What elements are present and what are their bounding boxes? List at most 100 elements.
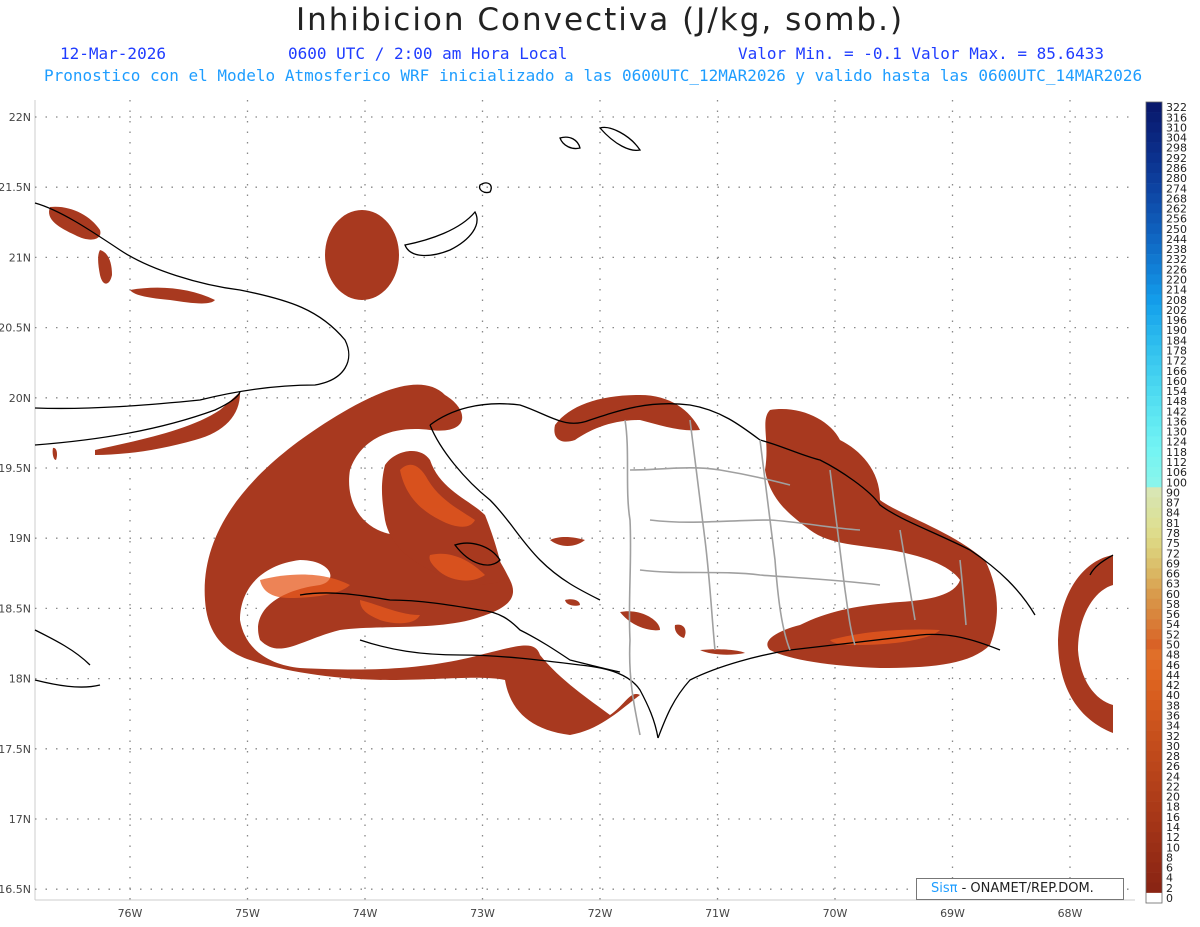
latitude-label: 18N (9, 673, 31, 686)
colorbar-label: 69 (1166, 557, 1180, 570)
colorbar-swatch (1146, 507, 1162, 519)
colorbar-swatch (1146, 679, 1162, 691)
forecast-info: Pronostico con el Modelo Atmosferico WRF… (44, 66, 1143, 85)
colorbar-swatch (1146, 233, 1162, 245)
colorbar-swatch (1146, 172, 1162, 184)
colorbar-swatch (1146, 213, 1162, 224)
colorbar-swatch (1146, 598, 1162, 610)
coast-cuba (34, 202, 350, 410)
colorbar-swatch (1146, 193, 1162, 204)
cin-region-nw-2 (98, 250, 112, 284)
colorbar-swatch (1146, 365, 1162, 377)
colorbar-swatch (1146, 385, 1162, 397)
cin-region-ds-4 (674, 624, 686, 638)
colorbar-label: 66 (1166, 568, 1180, 581)
colorbar-swatch (1146, 203, 1162, 214)
colorbar-label: 274 (1166, 182, 1187, 195)
cin-region-sw-patch (52, 447, 57, 460)
colorbar-swatch (1146, 375, 1162, 387)
colorbar-swatch (1146, 811, 1162, 823)
latitude-label: 19.5N (0, 462, 31, 475)
colorbar-frame (1145, 101, 1163, 904)
colorbar-label: 268 (1166, 192, 1187, 205)
colorbar-label: 72 (1166, 547, 1180, 560)
coast-south (359, 639, 659, 739)
colorbar-label: 220 (1166, 274, 1187, 287)
colorbar-swatch (1146, 558, 1162, 569)
colorbar-label: 280 (1166, 172, 1187, 185)
time-label: 0600 UTC / 2:00 am Hora Local (288, 44, 568, 63)
colorbar-swatch (1146, 710, 1162, 721)
colorbar-label: 10 (1166, 841, 1180, 854)
longitude-label: 75W (235, 907, 260, 920)
colorbar-label: 238 (1166, 243, 1187, 256)
colorbar-swatch (1146, 801, 1162, 813)
colorbar-swatch (1146, 700, 1162, 711)
colorbar-swatch (1146, 527, 1162, 539)
border-province-5 (759, 439, 791, 651)
colorbar-swatch (1146, 821, 1162, 833)
border-province-1 (629, 466, 791, 486)
colorbar-label: 2 (1166, 882, 1173, 895)
colorbar-label: 54 (1166, 618, 1180, 631)
colorbar-label: 8 (1166, 851, 1173, 864)
colorbar-swatch (1146, 446, 1162, 458)
colorbar-label: 40 (1166, 689, 1180, 702)
colorbar-label: 42 (1166, 679, 1180, 692)
latitude-label: 17.5N (0, 743, 31, 756)
longitude-label: 74W (353, 907, 378, 920)
colorbar-swatch (1146, 284, 1162, 295)
colorbar-label: 304 (1166, 132, 1187, 145)
latitude-label: 20.5N (0, 322, 31, 335)
colorbar-label: 14 (1166, 821, 1180, 834)
latitude-label: 20N (9, 392, 31, 405)
colorbar-label: 84 (1166, 507, 1180, 520)
colorbar-label: 292 (1166, 152, 1187, 165)
colorbar-label: 250 (1166, 223, 1187, 236)
latitude-label: 21.5N (0, 181, 31, 194)
colorbar-swatch (1146, 102, 1162, 113)
coast-cuba-tip (34, 391, 241, 446)
credit-box: Sisπ - ONAMET/REP.DOM. (916, 878, 1124, 900)
graticule (34, 100, 1135, 901)
colorbar-swatch (1146, 294, 1162, 306)
colorbar-swatch (1146, 720, 1162, 731)
colorbar-swatch (1146, 477, 1162, 488)
colorbar-label: 202 (1166, 304, 1187, 317)
colorbar: 3223163103042982922862802742682622562502… (1145, 101, 1187, 905)
border-province-4 (689, 419, 716, 651)
colorbar-swatch (1146, 355, 1162, 366)
colorbar-swatch (1146, 416, 1162, 427)
colorbar-swatch (1146, 122, 1162, 133)
border-haiti-dr (624, 419, 641, 736)
longitude-label: 76W (118, 907, 143, 920)
coast-puerto-rico (1089, 554, 1114, 576)
colorbar-label: 178 (1166, 344, 1187, 357)
cin-shading (49, 206, 1113, 735)
colorbar-label: 90 (1166, 486, 1180, 499)
colorbar-swatch (1146, 487, 1162, 498)
colorbar-label: 316 (1166, 111, 1187, 124)
colorbar-label: 190 (1166, 324, 1187, 337)
colorbar-swatch (1146, 406, 1162, 417)
colorbar-label: 214 (1166, 284, 1187, 297)
colorbar-label: 298 (1166, 142, 1187, 155)
colorbar-swatch (1146, 274, 1162, 285)
colorbar-swatch (1146, 629, 1162, 640)
colorbar-swatch (1146, 730, 1162, 742)
colorbar-swatch (1146, 345, 1162, 356)
credit-org: - ONAMET/REP.DOM. (957, 881, 1094, 896)
colorbar-swatch (1146, 832, 1162, 843)
coast-small-island-1 (478, 182, 492, 194)
coast-haiti-peninsula (429, 424, 601, 601)
coast-jamaica-south (34, 679, 101, 688)
colorbar-swatch (1146, 243, 1162, 255)
coast-small-island-3 (598, 126, 642, 151)
colorbar-label: 75 (1166, 537, 1180, 550)
cin-highlight-south (360, 600, 420, 624)
colorbar-label: 4 (1166, 872, 1173, 885)
colorbar-swatch (1146, 619, 1162, 630)
colorbar-swatch (1146, 142, 1162, 153)
date-label: 12-Mar-2026 (60, 44, 166, 63)
